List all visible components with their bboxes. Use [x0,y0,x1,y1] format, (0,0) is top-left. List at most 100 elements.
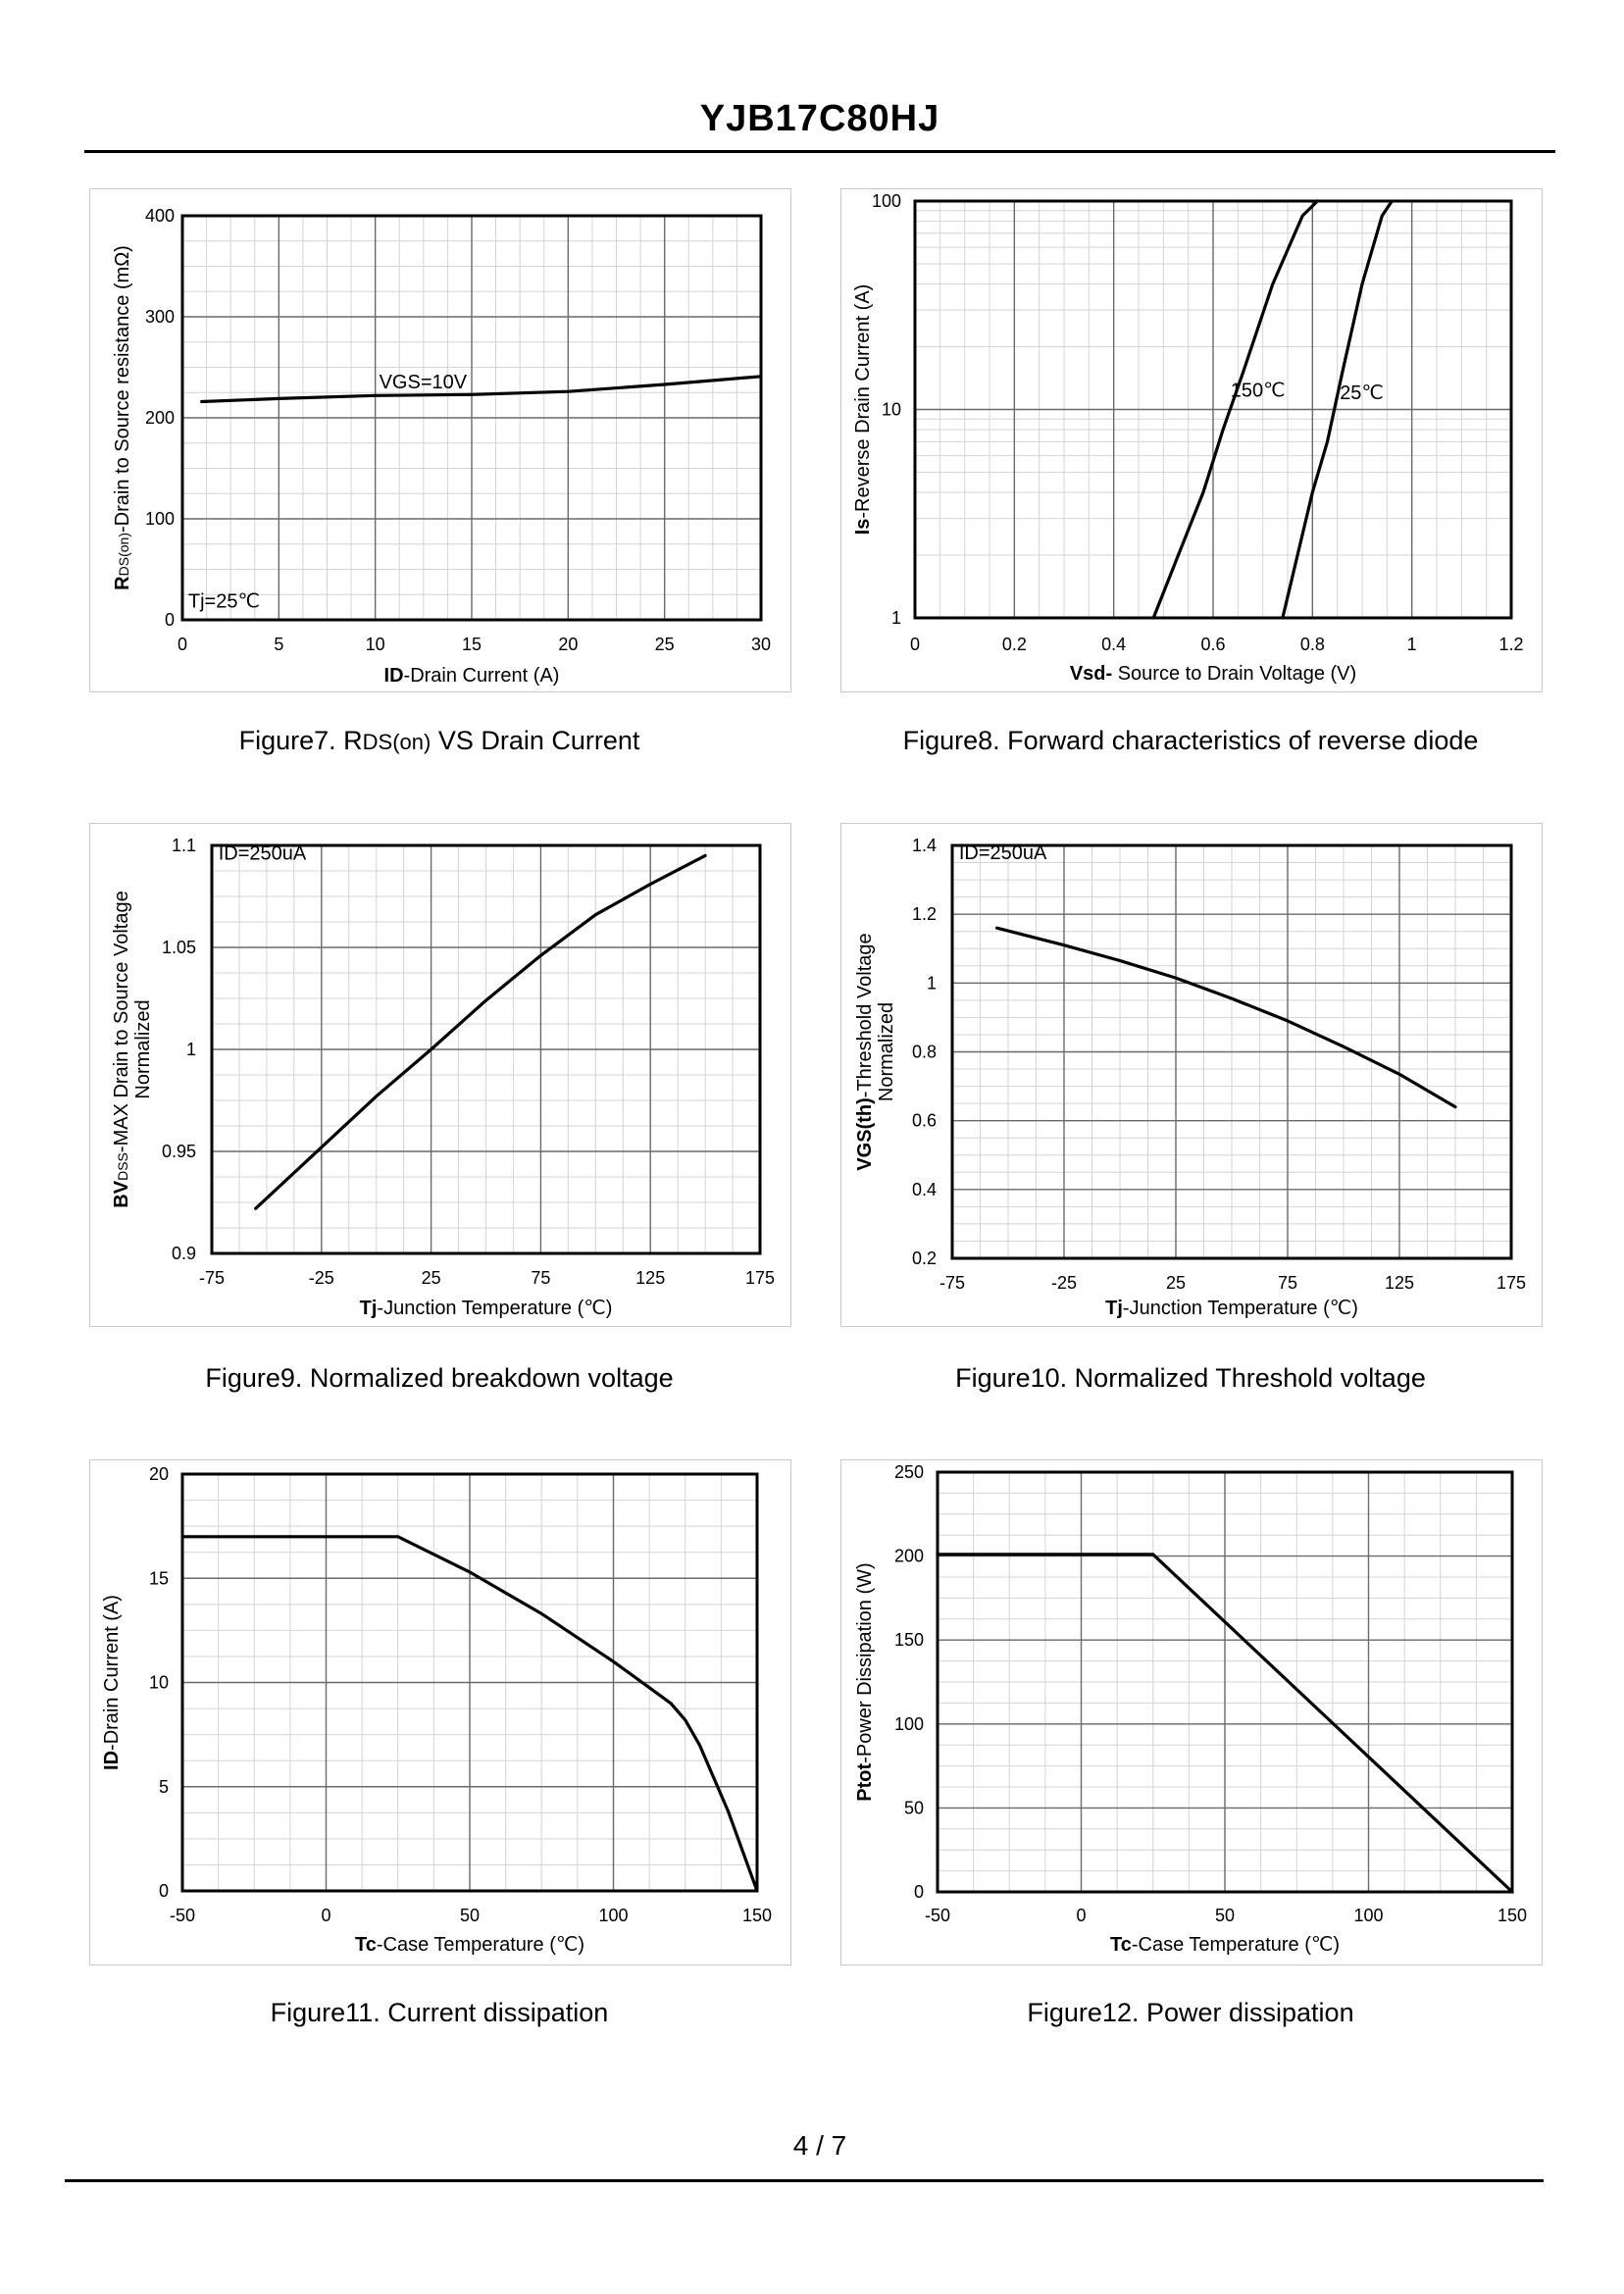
fig10-x-tick-label: 125 [1385,1273,1414,1293]
fig10-y-tick-label: 1.4 [912,836,937,855]
fig8-series-line [1281,199,1395,620]
figure7-caption-prefix: Figure7. R [238,726,363,755]
figure7-caption: Figure7. RDS(on) VS Drain Current [89,726,789,756]
figure11-caption: Figure11. Current dissipation [270,1998,609,2027]
fig12-x-tick-label: -50 [925,1906,950,1925]
fig10-annotation: ID=250uA [959,842,1047,864]
fig10-y-axis-label-line2: Normalized [876,1002,897,1101]
fig8-x-tick-label: 0.6 [1200,635,1225,654]
fig12-y-axis-label-bold: Ptot [854,1762,876,1801]
fig7-y-tick-label: 200 [145,408,175,428]
fig9-x-tick-label: 175 [745,1268,775,1288]
fig9-plot-frame [210,843,762,1255]
fig8-y-axis-label-rest: -Reverse Drain Current (A) [852,284,874,519]
fig7-y-axis-label: RDS(on)-Drain to Source resistance (mΩ) [112,245,133,590]
fig10-y-axis-label: VGS(th)-Threshold Voltage [854,933,876,1170]
fig11-y-tick-label: 10 [149,1673,169,1693]
fig8-y-tick-label: 100 [872,191,901,211]
figure9-caption: Figure9. Normalized breakdown voltage [205,1363,674,1393]
fig8-x-axis-label-bold: Vsd- [1070,663,1112,685]
fig11-x-tick-label: 100 [598,1906,628,1925]
fig7-x-tick-label: 30 [751,635,771,654]
fig7-x-tick-label: 5 [274,635,283,654]
fig11-plot-frame [180,1472,759,1893]
fig10-x-tick-label: 175 [1497,1273,1526,1293]
fig11-series-line [180,1535,759,1893]
fig12-series-line [936,1553,1514,1894]
fig10-x-axis-label-bold: Tj [1105,1298,1123,1319]
fig7-x-tick-label: 20 [558,635,578,654]
fig9-y-axis-label-line2: Normalized [132,999,154,1098]
fig7-series-line [200,375,763,404]
fig11-x-tick-label: -50 [170,1906,195,1925]
fig7-x-axis-label: ID-Drain Current (A) [384,665,560,687]
fig8-x-tick-label: 0.8 [1300,635,1325,654]
fig8-x-tick-label: 0.4 [1101,635,1126,654]
fig9-y-axis-label: BVDSS-MAX Drain to Source Voltage [111,891,132,1207]
fig8-y-axis-label-bold: Is [852,519,874,535]
fig9-y-axis-label-bold: BV [111,1180,132,1207]
header-rule [84,150,1555,153]
fig9-annotation: ID=250uA [219,843,307,865]
fig8-y-axis-label: Is-Reverse Drain Current (A) [852,284,874,535]
figure8-chart: 0 0.2 0.4 0.6 0.8 1 1.2 1 10 100 Vsd- Source to Dr… [852,191,1524,685]
fig9-x-tick-label: 125 [635,1268,665,1288]
fig10-plot-frame [950,843,1513,1260]
fig11-y-axis-label-rest: -Drain Current (A) [101,1595,123,1751]
fig10-x-tick-label: -25 [1051,1273,1077,1293]
fig7-x-tick-label: 15 [462,635,482,654]
fig12-x-axis-label-rest: -Case Temperature (℃) [1132,1934,1340,1956]
fig12-x-tick-label: 50 [1215,1906,1235,1925]
figure11-panel: -50 0 50 100 150 0 5 10 15 20 Tc-Case Temperature … [89,1459,791,1965]
fig11-x-tick-label: 50 [460,1906,480,1925]
figure12-caption: Figure12. Power dissipation [1027,1998,1354,2027]
fig8-y-tick-label: 1 [891,608,901,628]
figure10-panel: -75 -25 25 75 125 175 0.2 0.4 0.6 0.8 1 1.2 1.4 Tj-Ju… [840,823,1543,1327]
fig8-x-axis-label: Vsd- Source to Drain Voltage (V) [1070,663,1356,685]
fig8-plot-frame [913,199,1513,620]
fig12-y-axis-label: Ptot-Power Dissipation (W) [854,1562,876,1801]
fig7-x-tick-label: 0 [178,635,187,654]
fig10-x-axis-label-rest: -Junction Temperature (℃) [1123,1298,1358,1319]
fig12-plot-frame [936,1470,1514,1894]
fig9-x-tick-label: -75 [199,1268,225,1288]
fig10-y-tick-label: 1 [927,973,937,993]
fig10-series-line [995,926,1457,1109]
fig11-x-tick-label: 0 [321,1906,330,1925]
fig9-x-axis-label-bold: Tj [360,1298,378,1319]
fig9-y-axis-label-sub: DSS [115,1152,130,1181]
fig8-x-tick-label: 0 [910,635,920,654]
figure7-caption-sub: DS(on) [362,730,431,754]
fig7-annotation: Tj=25℃ [188,591,260,613]
fig10-y-tick-label: 0.8 [912,1043,937,1062]
figure12-panel: -50 0 50 100 150 0 50 100 150 200 250 Tc-Case Tempe… [840,1459,1543,1965]
fig12-y-tick-label: 0 [914,1882,924,1902]
fig10-y-tick-label: 0.2 [912,1249,937,1268]
fig11-y-axis-label-bold: ID [101,1751,123,1770]
fig9-y-tick-label: 0.9 [172,1244,196,1263]
figure9-panel: -75 -25 25 75 125 175 0.9 0.95 1 1.05 1.1 Tj-Juncti… [89,823,791,1327]
fig8-x-tick-label: 0.2 [1002,635,1027,654]
fig12-x-tick-label: 100 [1353,1906,1383,1925]
fig9-y-tick-label: 1.1 [172,836,196,855]
fig7-y-tick-label: 100 [145,509,175,529]
fig9-y-tick-label: 1 [186,1040,196,1059]
fig8-x-tick-label: 1.2 [1498,635,1523,654]
fig10-x-tick-label: -75 [939,1273,965,1293]
fig9-x-tick-label: 75 [531,1268,550,1288]
fig7-x-axis-label-bold: ID [384,665,404,687]
fig7-y-axis-label-rest: -Drain to Source resistance (mΩ) [112,245,133,533]
figure10-caption: Figure10. Normalized Threshold voltage [955,1363,1426,1393]
fig7-x-tick-label: 10 [366,635,385,654]
fig8-x-axis-label-rest: Source to Drain Voltage (V) [1112,663,1356,685]
fig12-y-tick-label: 150 [894,1630,924,1650]
document-title: YJB17C80HJ [699,98,940,139]
fig12-x-axis-label: Tc-Case Temperature (℃) [1110,1934,1340,1956]
fig12-x-tick-label: 150 [1497,1906,1527,1925]
fig12-y-tick-label: 200 [894,1547,924,1566]
footer-rule [65,2179,1544,2182]
fig8-annotation: 150℃ [1231,381,1286,402]
fig12-y-tick-label: 250 [894,1462,924,1482]
fig12-x-axis-label-bold: Tc [1110,1934,1132,1956]
fig12-y-tick-label: 50 [904,1798,924,1817]
